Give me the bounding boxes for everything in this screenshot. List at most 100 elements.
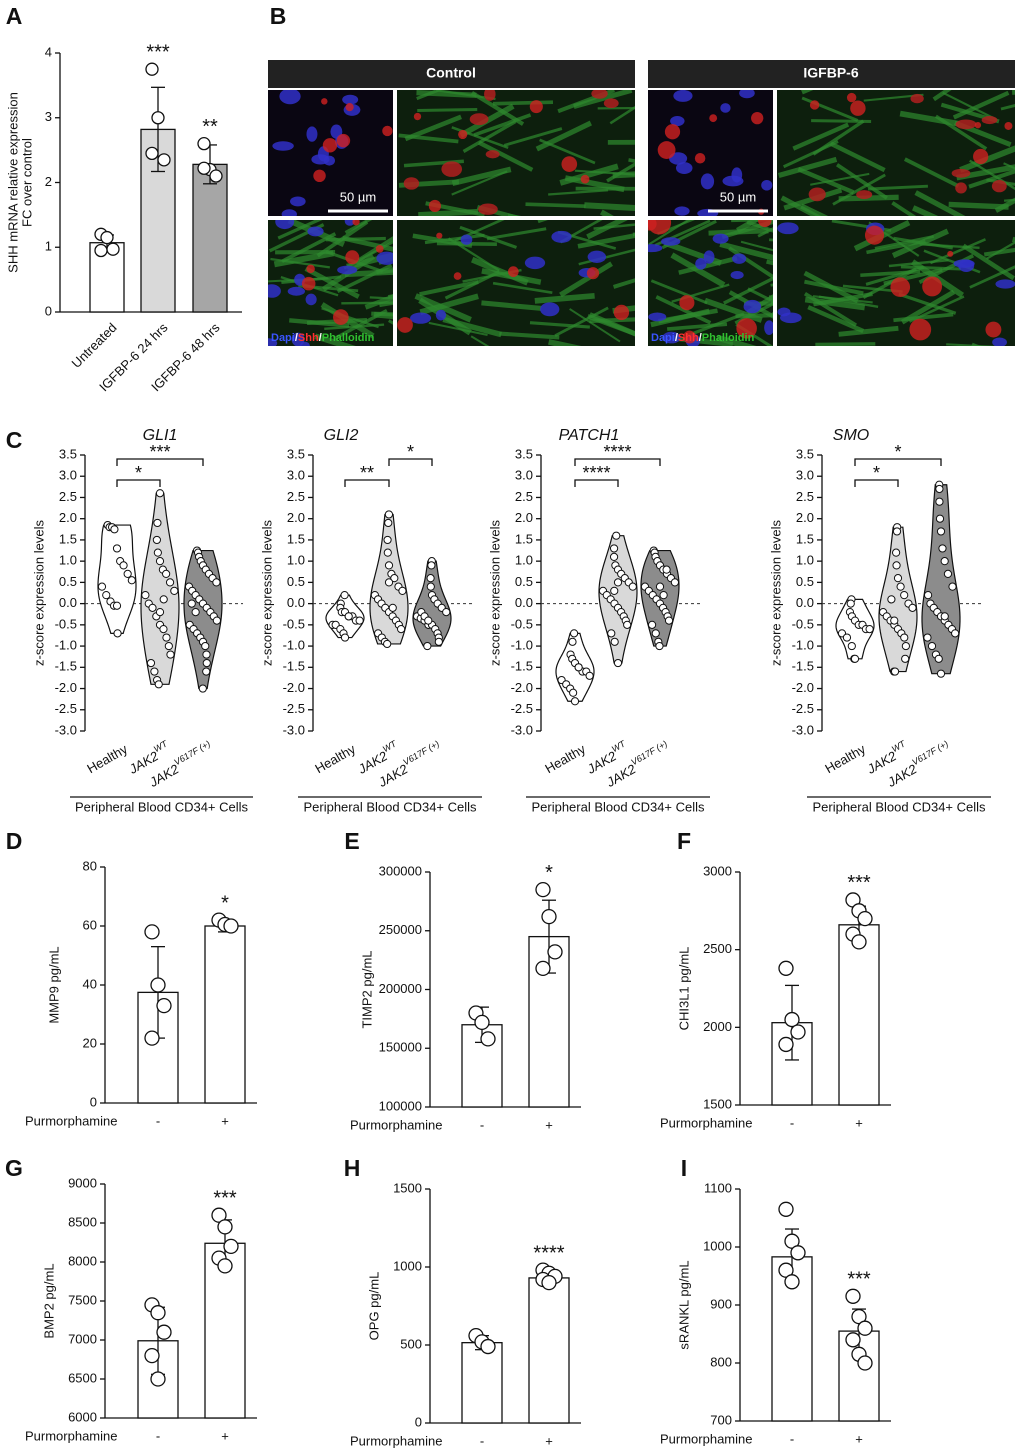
y-tick-label: -3.0	[283, 722, 305, 737]
category-superscript: WT	[610, 738, 628, 754]
fiber	[969, 159, 1015, 191]
data-point	[609, 552, 619, 562]
data-point	[948, 582, 957, 591]
data-point	[153, 548, 162, 557]
fiber	[593, 223, 635, 230]
y-tick-label: -3.0	[55, 722, 77, 737]
nucleus	[540, 302, 560, 317]
data-point	[123, 569, 132, 578]
data-point	[127, 576, 136, 585]
data-point	[585, 671, 594, 680]
category-superscript: WT	[381, 738, 399, 754]
data-point	[474, 1014, 490, 1031]
fiber	[492, 281, 553, 294]
data-point	[383, 535, 392, 545]
significance: *	[407, 442, 414, 462]
fiber	[932, 90, 952, 102]
shh-spot	[864, 225, 885, 245]
data-point	[670, 578, 680, 587]
stain-label: Dapi/Shh/Phalloidin	[271, 332, 375, 344]
significance: *	[894, 442, 901, 462]
nucleus	[670, 116, 685, 127]
bar	[461, 1342, 503, 1424]
micrograph	[777, 90, 1015, 216]
nucleus	[279, 90, 301, 105]
stain-name: Shh	[298, 332, 319, 344]
data-point	[662, 565, 671, 574]
data-point	[442, 608, 451, 617]
data-point	[951, 629, 960, 638]
data-point	[865, 624, 874, 634]
nucleus	[524, 256, 546, 270]
y-tick-label: 100000	[379, 1098, 422, 1113]
shh-spot	[657, 141, 676, 159]
data-point	[390, 574, 399, 583]
x-axis-label: Peripheral Blood CD34+ Cells	[75, 799, 249, 814]
y-tick-label: 1.5	[287, 531, 305, 546]
x-axis-label: Purmorphamine	[25, 1428, 118, 1443]
fiber	[277, 220, 323, 240]
fiber	[273, 250, 334, 268]
fiber	[946, 343, 1001, 346]
x-tick-label: -	[156, 1428, 160, 1443]
data-point	[157, 153, 171, 167]
y-tick-label: -0.5	[511, 616, 533, 631]
nucleus	[306, 126, 318, 142]
data-point	[396, 624, 406, 634]
data-point	[842, 633, 852, 642]
data-point	[110, 525, 119, 534]
fiber	[670, 252, 726, 288]
data-point	[535, 960, 551, 976]
data-point	[384, 510, 394, 519]
panel-letter: A	[6, 3, 23, 29]
y-tick-label: 1.5	[515, 531, 533, 546]
nucleus	[484, 90, 496, 101]
shh-spot	[1004, 122, 1013, 130]
bracket	[574, 458, 661, 466]
y-axis-label: CHI3L1 pg/mL	[676, 947, 691, 1031]
data-point	[383, 548, 392, 557]
shh-spot	[345, 250, 360, 265]
bar	[838, 924, 880, 1106]
x-tick-label: Untreated	[69, 320, 120, 371]
chart-title: PATCH1	[559, 427, 620, 444]
data-point	[217, 1258, 233, 1274]
fiber	[333, 308, 388, 341]
nucleus	[743, 299, 762, 314]
fiber	[942, 91, 997, 121]
nucleus	[268, 284, 281, 298]
data-point	[156, 998, 172, 1014]
shh-spot	[922, 276, 943, 297]
data-point	[223, 1238, 239, 1255]
fiber	[346, 252, 393, 270]
shh-spot	[973, 148, 989, 165]
data-point	[434, 637, 443, 646]
shh-spot	[436, 232, 443, 239]
nucleus	[856, 190, 873, 200]
data-point	[144, 924, 160, 940]
stain-name: Phalloidin	[322, 332, 375, 344]
y-tick-label: 0	[415, 1414, 422, 1429]
nucleus	[275, 220, 295, 230]
y-tick-label: -2.5	[283, 701, 305, 716]
data-point	[778, 1036, 794, 1053]
fiber	[357, 236, 393, 262]
data-point	[612, 531, 621, 540]
x-axis-label: Peripheral Blood CD34+ Cells	[303, 799, 477, 814]
fiber	[678, 256, 738, 275]
data-point	[150, 977, 166, 993]
y-tick-label: 2	[45, 174, 52, 189]
data-point	[568, 637, 577, 646]
fiber	[891, 201, 917, 216]
y-tick-label: 8500	[68, 1214, 97, 1229]
micrograph	[268, 90, 393, 216]
data-point	[778, 960, 794, 976]
y-tick-label: 2000	[703, 1019, 732, 1034]
data-point	[851, 934, 867, 950]
fiber	[470, 90, 525, 126]
data-point	[155, 557, 165, 566]
fiber	[723, 276, 773, 305]
fiber	[1000, 104, 1015, 111]
fiber	[444, 270, 501, 300]
fiber	[314, 333, 356, 346]
